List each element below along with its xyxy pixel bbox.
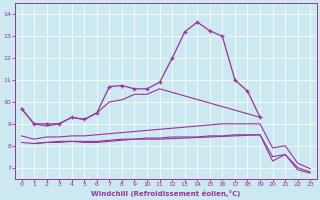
- X-axis label: Windchill (Refroidissement éolien,°C): Windchill (Refroidissement éolien,°C): [91, 190, 241, 197]
